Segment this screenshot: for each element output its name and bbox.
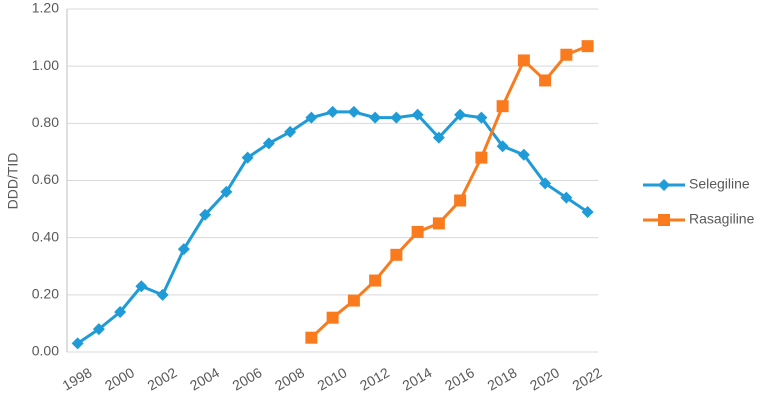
y-tick-label: 0.20 [32, 286, 59, 302]
series-line [76, 110, 589, 345]
x-tick-label: 2002 [144, 364, 179, 394]
marker [241, 151, 254, 164]
series-line [310, 44, 589, 339]
marker [581, 205, 594, 218]
y-tick-label: 0.40 [32, 228, 59, 244]
marker [369, 274, 382, 287]
marker [305, 111, 318, 124]
marker [539, 177, 552, 190]
marker [390, 248, 403, 261]
y-tick-label: 0.00 [32, 343, 59, 359]
marker [177, 243, 190, 256]
marker [135, 280, 148, 293]
marker [539, 74, 552, 87]
marker [454, 194, 467, 207]
x-tick-label: 2016 [442, 364, 477, 394]
marker [347, 294, 360, 307]
marker [517, 54, 530, 67]
marker [517, 148, 530, 161]
x-tick-label: 2012 [357, 364, 392, 394]
y-tick-label: 1.00 [32, 57, 59, 73]
marker [390, 111, 403, 124]
marker [411, 108, 424, 121]
marker [369, 111, 382, 124]
x-tick-label: 2018 [484, 364, 519, 394]
x-tick-label: 2004 [187, 364, 222, 394]
x-tick-label: 2014 [399, 364, 434, 394]
marker [71, 337, 84, 350]
marker [496, 140, 509, 153]
legend-label: Selegiline [689, 176, 750, 192]
marker [432, 217, 445, 230]
marker [347, 105, 360, 118]
x-tick-label: 2000 [102, 364, 137, 394]
marker [326, 105, 339, 118]
marker [305, 331, 318, 344]
y-tick-label: 0.80 [32, 114, 59, 130]
marker [658, 179, 670, 191]
marker [496, 100, 509, 113]
marker [326, 311, 339, 324]
marker [156, 288, 169, 301]
marker [114, 305, 127, 318]
marker [475, 151, 488, 164]
marker [581, 40, 594, 53]
marker [658, 214, 670, 226]
x-tick-label: 2006 [229, 364, 264, 394]
marker [284, 125, 297, 138]
x-tick-label: 2022 [569, 364, 604, 394]
x-tick-label: 1998 [59, 364, 94, 394]
marker [262, 137, 275, 150]
x-tick-label: 2010 [314, 364, 349, 394]
marker [432, 131, 445, 144]
marker [92, 323, 105, 336]
marker [475, 111, 488, 124]
x-tick-label: 2008 [272, 364, 307, 394]
marker [560, 48, 573, 61]
y-axis-label: DDD/TID [5, 153, 21, 210]
marker [454, 108, 467, 121]
x-tick-label: 2020 [527, 364, 562, 394]
marker [411, 225, 424, 238]
marker [199, 208, 212, 221]
marker [220, 185, 233, 198]
y-tick-label: 0.60 [32, 171, 59, 187]
marker [560, 191, 573, 204]
y-tick-label: 1.20 [32, 0, 59, 16]
legend-label: Rasagiline [689, 211, 755, 227]
